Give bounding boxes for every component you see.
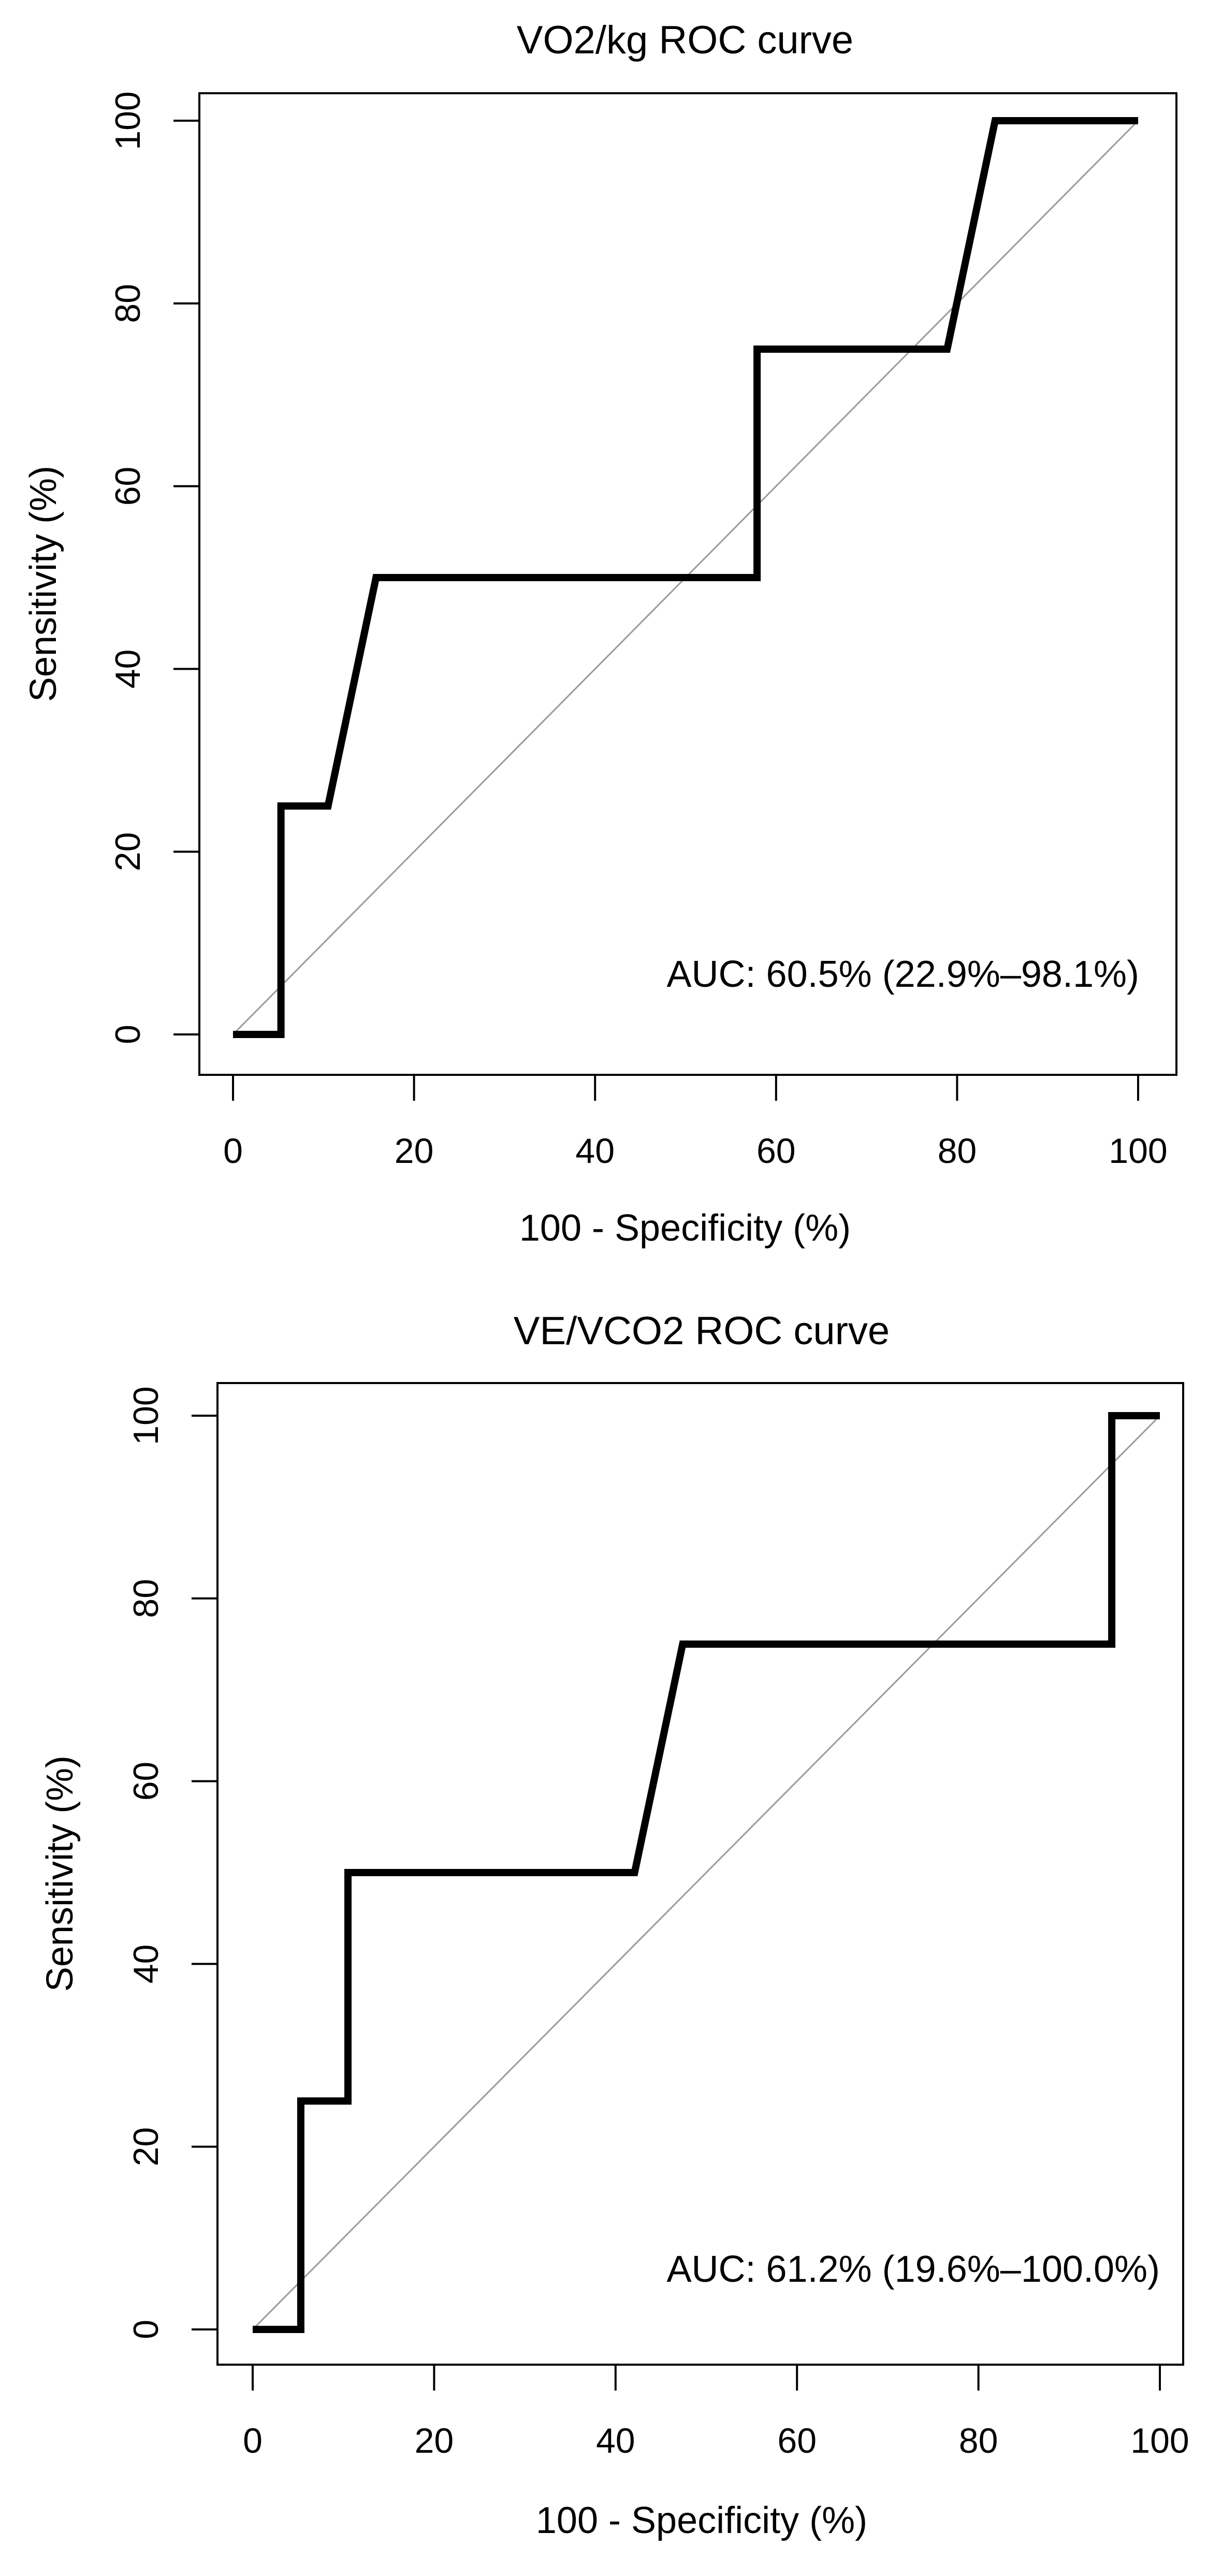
y-tick-label: 60	[108, 467, 148, 506]
roc-chart-vo2kg: VO2/kg ROC curve 0 20 40 60 80 100	[23, 18, 1177, 1249]
plot-frame	[198, 92, 1177, 1076]
auc-annotation: AUC: 60.5% (22.9%–98.1%)	[667, 954, 1139, 995]
y-tick-label: 80	[108, 284, 148, 323]
y-tick-label: 80	[126, 1579, 166, 1618]
x-tick-label: 60	[757, 1131, 796, 1171]
x-tick-label: 0	[243, 2421, 263, 2460]
y-tick-label: 0	[108, 1025, 148, 1044]
x-tick-label: 80	[938, 1131, 977, 1171]
x-tick-label: 100	[1109, 1131, 1167, 1171]
y-axis: 0 20 40 60 80 100	[108, 91, 200, 1044]
x-axis: 0 20 40 60 80 100	[223, 1074, 1168, 1171]
reference-diagonal	[252, 1415, 1161, 2330]
y-tick-label: 40	[108, 650, 148, 689]
auc-annotation: AUC: 61.2% (19.6%–100.0%)	[666, 2249, 1160, 2290]
x-tick-label: 60	[777, 2421, 817, 2460]
roc-curve	[233, 117, 1138, 1038]
x-tick-label: 0	[223, 1131, 243, 1171]
y-axis: 0 20 40 60 80 100	[126, 1386, 219, 2339]
x-axis-label: 100 - Specificity (%)	[519, 1207, 851, 1249]
y-tick-label: 100	[108, 91, 148, 150]
y-tick-label: 0	[126, 2320, 166, 2339]
x-tick-label: 20	[415, 2421, 454, 2460]
y-tick-label: 100	[126, 1386, 166, 1445]
x-tick-label: 100	[1130, 2421, 1189, 2460]
y-tick-label: 20	[108, 832, 148, 871]
y-axis-label: Sensitivity (%)	[23, 466, 64, 702]
roc-curve	[253, 1412, 1160, 2333]
x-tick-label: 80	[959, 2421, 998, 2460]
x-tick-label: 40	[575, 1131, 615, 1171]
chart-title: VE/VCO2 ROC curve	[514, 1309, 890, 1353]
x-axis: 0 20 40 60 80 100	[243, 2364, 1189, 2460]
x-axis-label: 100 - Specificity (%)	[536, 2500, 867, 2541]
x-tick-label: 40	[596, 2421, 635, 2460]
roc-chart-vevco2: VE/VCO2 ROC curve 0 20 40 60 80 100	[39, 1309, 1189, 2541]
y-tick-label: 60	[126, 1762, 166, 1801]
y-tick-label: 40	[126, 1945, 166, 1984]
y-tick-label: 20	[126, 2127, 166, 2166]
y-axis-label: Sensitivity (%)	[39, 1755, 81, 1992]
chart-title: VO2/kg ROC curve	[517, 18, 853, 62]
x-tick-label: 20	[395, 1131, 434, 1171]
